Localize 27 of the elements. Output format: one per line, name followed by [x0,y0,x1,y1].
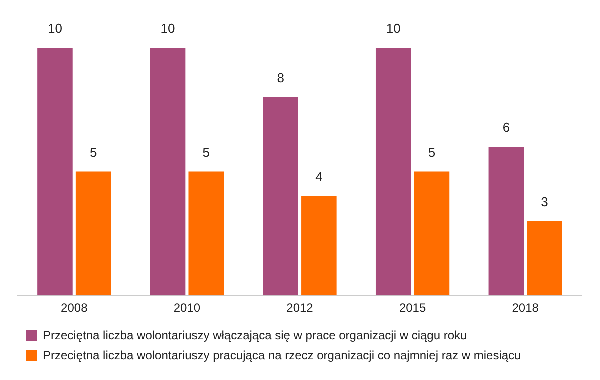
legend-label: Przeciętna liczba wolontariuszy pracująca na rzecz organizacji co najmniej raz w miesiącu [43,348,522,362]
data-label: 5 [428,144,436,160]
data-label: 6 [502,120,510,136]
data-label: 3 [541,194,548,210]
legend-label: Przeciętna liczba wolontariuszy włączająca się w prace organizacji w ciągu roku [43,328,468,342]
x-tick-label: 2015 [399,301,426,316]
bar [414,172,450,296]
data-label: 5 [90,144,98,160]
data-label: 10 [386,21,401,36]
bar [488,147,524,296]
x-tick-label: 2018 [512,301,540,316]
data-label: 5 [202,144,210,160]
bar [527,221,562,296]
data-label: 8 [277,70,284,86]
bar [188,172,224,296]
x-tick-label: 2008 [61,301,88,316]
bar [150,48,186,296]
data-label: 10 [160,21,176,36]
x-tick-label: 2010 [174,301,201,316]
bar [302,196,337,296]
bar [376,48,412,296]
bar [76,172,112,296]
data-label: 4 [316,170,323,185]
bar [38,48,73,296]
data-label: 10 [48,21,62,36]
bar [263,98,298,296]
x-tick-label: 2012 [286,301,314,316]
